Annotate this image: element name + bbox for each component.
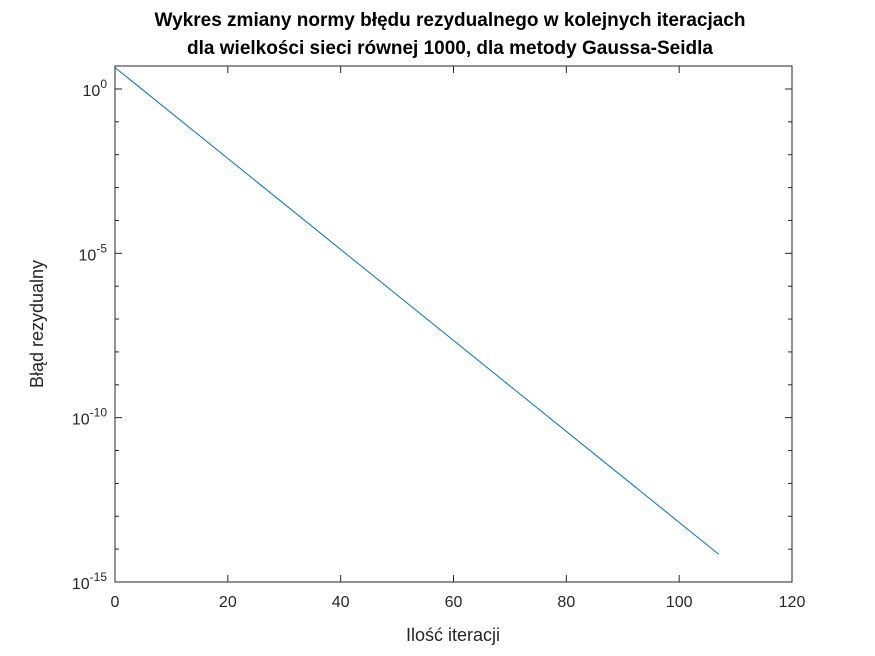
y-tick-label: 10-15: [72, 570, 107, 593]
data-series-group: [115, 67, 719, 555]
y-tick-label: 10-10: [72, 406, 107, 429]
plot-border: [114, 65, 793, 583]
y-axis-label: Błąd rezydualny: [27, 260, 47, 388]
chart-title-line-1: Wykres zmiany normy błędu rezydualnego w…: [155, 10, 746, 31]
y-tick-label: 100: [83, 77, 108, 100]
y-tick-label: 10-5: [79, 241, 108, 264]
x-axis-label: Ilość iteracji: [406, 625, 500, 645]
plot-area: [115, 66, 792, 582]
x-tick-label: 0: [111, 594, 120, 611]
x-tick-label: 100: [666, 594, 693, 611]
x-tick-label: 60: [445, 594, 463, 611]
x-tick-label: 40: [332, 594, 350, 611]
x-tick-label: 80: [557, 594, 575, 611]
x-tick-label: 120: [779, 594, 806, 611]
chart-title-line-2: dla wielkości sieci równej 1000, dla met…: [187, 38, 713, 59]
series-line-0: [115, 67, 719, 555]
x-tick-label: 20: [219, 594, 237, 611]
